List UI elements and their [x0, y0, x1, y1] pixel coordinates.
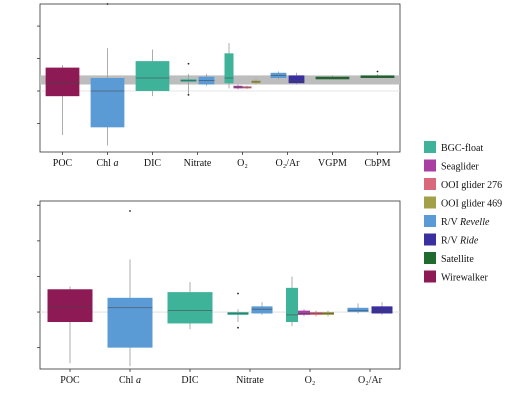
outlier-point — [376, 70, 379, 73]
outlier-point — [237, 326, 239, 329]
box-body — [347, 307, 369, 313]
box-wirewalker — [45, 65, 80, 136]
panel-frame — [39, 200, 401, 370]
box-bgc-float — [180, 62, 197, 96]
box-r-v-revelle — [198, 74, 215, 86]
legend-swatch — [424, 141, 436, 153]
legend-label: Seaglider — [441, 162, 479, 173]
box-body — [45, 67, 80, 97]
outlier-point — [187, 62, 190, 65]
box-r-v-ride — [288, 72, 305, 85]
legend-label-text: R/V — [441, 217, 460, 228]
legend-label: BGC-float — [441, 143, 483, 154]
x-tick-label: DIC — [181, 375, 199, 386]
x-tick-label-italic: a — [136, 375, 141, 386]
box-body — [298, 310, 310, 315]
box-body — [251, 306, 273, 314]
x-tick-label: O₂ — [237, 158, 248, 169]
legend-swatch — [424, 270, 436, 283]
legend-swatch — [424, 196, 436, 209]
box-wirewalker — [47, 286, 93, 364]
legend-swatch — [424, 159, 436, 172]
x-tick-label-text: Chl — [119, 375, 136, 386]
x-tick-label: VGPM — [318, 158, 347, 169]
box-r-v-revelle — [251, 302, 273, 315]
box-body — [286, 287, 298, 323]
box-ooi-glider-469 — [322, 310, 334, 317]
box-body — [47, 289, 93, 323]
box-body — [288, 75, 305, 84]
legend: BGC-float Seaglider OOI glider 276 OOI glid… — [424, 141, 502, 284]
box-satellite — [315, 75, 350, 80]
x-tick-label: POC — [53, 158, 73, 169]
legend-label-text: OOI glider 469 — [441, 199, 502, 210]
box-body — [167, 292, 213, 324]
x-tick-label: DIC — [144, 158, 162, 169]
x-tick-label: CbPM — [364, 158, 390, 169]
box-seaglider — [298, 309, 310, 317]
box-ooi-glider-469 — [251, 79, 261, 85]
legend-swatch — [424, 252, 436, 264]
legend-label-italic: Ride — [459, 236, 479, 247]
x-tick-label: Nitrate — [236, 375, 264, 386]
panel-b: POC Chl a DIC Nitrate O₂ O₂/Ar — [37, 200, 401, 386]
box-body — [224, 53, 234, 84]
box-body — [90, 78, 125, 128]
legend-label: OOI glider 276 — [441, 180, 502, 191]
box-satellite — [360, 70, 395, 78]
legend-label-text: Seaglider — [441, 162, 479, 173]
outlier-point — [129, 210, 131, 212]
legend-label-text: OOI glider 276 — [441, 180, 502, 191]
box-body — [107, 297, 153, 348]
box-body — [371, 306, 393, 314]
x-tick-label-italic: a — [113, 158, 118, 169]
x-tick-label: Nitrate — [184, 158, 212, 169]
outlier-point — [106, 3, 109, 5]
x-tick-label: O₂ — [305, 375, 316, 386]
box-body — [135, 61, 170, 91]
legend-label: Satellite — [441, 254, 474, 265]
legend-label-italic: Revelle — [459, 217, 490, 228]
box-bgc-float — [167, 282, 213, 330]
box-ooi-glider-276 — [310, 310, 322, 317]
box-bgc-float — [224, 42, 234, 89]
x-tick-label: O₂/Ar — [275, 158, 300, 169]
legend-swatch — [424, 215, 436, 227]
box-r-v-revelle — [107, 210, 153, 367]
x-tick-label: Chl a — [97, 158, 119, 169]
legend-label: R/V Ride — [441, 236, 479, 247]
outlier-point — [237, 292, 239, 295]
legend-label-text: R/V — [441, 236, 460, 247]
box-ooi-glider-276 — [242, 85, 252, 90]
outlier-point — [187, 93, 190, 96]
box-r-v-ride — [371, 302, 393, 315]
box-r-v-revelle — [270, 71, 287, 80]
legend-swatch — [424, 233, 436, 246]
box-bgc-float — [227, 292, 249, 329]
legend-label-text: Wirewalker — [441, 273, 488, 284]
legend-swatch — [424, 178, 436, 190]
panel-a: POC Chl a DIC Nitrate O₂ O₂/Ar VGPM CbPM — [37, 3, 401, 169]
box-r-v-revelle — [90, 3, 125, 146]
box-bgc-float — [135, 49, 170, 97]
box-bgc-float — [286, 276, 298, 327]
box-seaglider — [233, 84, 243, 90]
x-tick-label-text: Chl — [97, 158, 114, 169]
x-tick-label: POC — [60, 375, 80, 386]
reference-band — [40, 75, 400, 85]
legend-label-text: Satellite — [441, 254, 474, 265]
legend-label-text: BGC-float — [441, 143, 483, 154]
x-tick-label: Chl a — [119, 375, 141, 386]
legend-label: Wirewalker — [441, 273, 488, 284]
x-tick-label: O₂/Ar — [358, 375, 383, 386]
box-r-v-revelle — [347, 303, 369, 314]
legend-label: R/V Revelle — [441, 217, 490, 228]
legend-label: OOI glider 469 — [441, 199, 502, 210]
